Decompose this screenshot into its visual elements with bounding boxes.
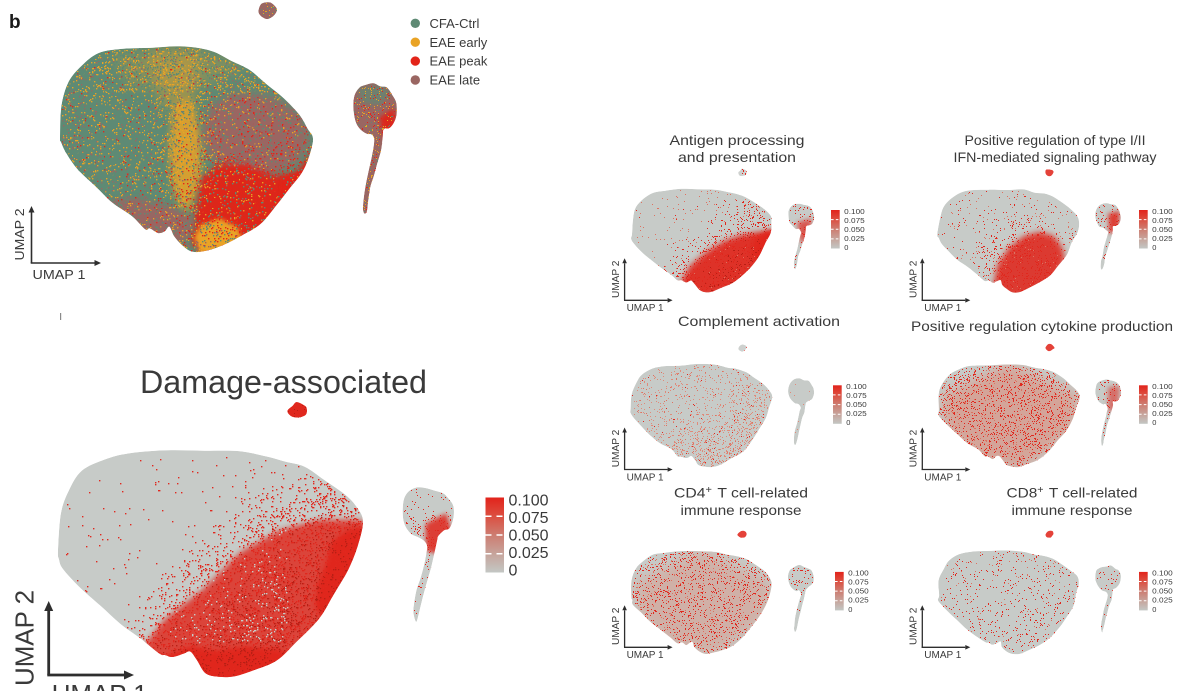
svg-text:EAE late: EAE late	[430, 73, 481, 88]
svg-text:UMAP 2: UMAP 2	[611, 261, 622, 299]
svg-text:0.025: 0.025	[844, 234, 865, 243]
svg-text:0.025: 0.025	[1152, 596, 1173, 605]
svg-text:0.075: 0.075	[509, 510, 549, 527]
svg-text:UMAP 1: UMAP 1	[627, 303, 664, 314]
svg-text:0.075: 0.075	[844, 216, 865, 225]
svg-text:UMAP 1: UMAP 1	[33, 267, 86, 282]
svg-text:0.025: 0.025	[848, 596, 869, 605]
svg-text:0.025: 0.025	[1152, 409, 1173, 418]
svg-text:b: b	[9, 12, 21, 33]
svg-text:0.050: 0.050	[1152, 400, 1173, 409]
svg-text:0.075: 0.075	[846, 391, 867, 400]
svg-text:0: 0	[1152, 605, 1156, 614]
svg-text:0.075: 0.075	[848, 578, 869, 587]
svg-text:0.100: 0.100	[1152, 382, 1173, 391]
svg-text:CD4+ T cell-related: CD4 + T cell-related	[674, 485, 808, 501]
svg-text:0.075: 0.075	[1152, 578, 1173, 587]
svg-text:0.100: 0.100	[509, 493, 549, 510]
svg-text:Positive regulation of type I/: Positive regulation of type I/II	[965, 132, 1146, 148]
svg-text:CFA-Ctrl: CFA-Ctrl	[430, 16, 480, 31]
svg-text:0.025: 0.025	[846, 409, 867, 418]
svg-text:0.050: 0.050	[1152, 587, 1173, 596]
svg-text:0.050: 0.050	[844, 225, 865, 234]
svg-text:UMAP 2: UMAP 2	[611, 430, 622, 468]
svg-text:Antigen processing: Antigen processing	[670, 132, 805, 148]
svg-text:UMAP 2: UMAP 2	[611, 608, 622, 646]
svg-text:UMAP 1: UMAP 1	[924, 303, 961, 314]
svg-text:0: 0	[1152, 243, 1156, 252]
svg-text:UMAP 2: UMAP 2	[909, 261, 920, 299]
svg-text:immune response: immune response	[1012, 502, 1133, 518]
svg-text:UMAP 1: UMAP 1	[52, 679, 148, 691]
svg-text:and presentation: and presentation	[678, 149, 796, 165]
svg-text:CD8+ T cell-related: CD8 + T cell-related	[1007, 485, 1138, 501]
svg-text:0.050: 0.050	[509, 527, 549, 544]
svg-text:IFN-mediated signaling pathway: IFN-mediated signaling pathway	[954, 149, 1157, 165]
svg-text:UMAP 2: UMAP 2	[909, 430, 920, 468]
svg-text:immune response: immune response	[681, 502, 802, 518]
svg-text:0.050: 0.050	[846, 400, 867, 409]
svg-text:0: 0	[848, 605, 852, 614]
svg-text:Positive regulation cytokine p: Positive regulation cytokine production	[911, 318, 1173, 334]
svg-text:0.075: 0.075	[1152, 216, 1173, 225]
svg-text:0.050: 0.050	[1152, 225, 1173, 234]
svg-text:0: 0	[846, 418, 850, 427]
svg-text:UMAP 1: UMAP 1	[627, 650, 664, 661]
svg-text:0.025: 0.025	[509, 545, 549, 562]
svg-text:UMAP 2: UMAP 2	[909, 608, 920, 646]
svg-text:0: 0	[844, 243, 848, 252]
svg-text:Damage-associated: Damage-associated	[140, 364, 427, 400]
svg-text:0.100: 0.100	[1152, 569, 1173, 578]
svg-text:UMAP 1: UMAP 1	[924, 650, 961, 661]
svg-text:UMAP 2: UMAP 2	[12, 209, 27, 261]
svg-text:0.050: 0.050	[848, 587, 869, 596]
svg-text:Complement activation: Complement activation	[678, 313, 840, 329]
svg-text:0.100: 0.100	[1152, 207, 1173, 216]
svg-text:0.100: 0.100	[844, 207, 865, 216]
svg-text:EAE peak: EAE peak	[430, 54, 488, 69]
svg-text:UMAP 2: UMAP 2	[10, 590, 40, 686]
svg-text:0.025: 0.025	[1152, 234, 1173, 243]
svg-text:0.100: 0.100	[846, 382, 867, 391]
svg-text:UMAP 1: UMAP 1	[924, 472, 961, 483]
svg-text:0: 0	[1152, 418, 1156, 427]
svg-text:UMAP 1: UMAP 1	[627, 472, 664, 483]
svg-text:0.075: 0.075	[1152, 391, 1173, 400]
svg-text:0: 0	[509, 562, 518, 579]
svg-text:0.100: 0.100	[848, 569, 869, 578]
svg-text:EAE early: EAE early	[430, 35, 488, 50]
